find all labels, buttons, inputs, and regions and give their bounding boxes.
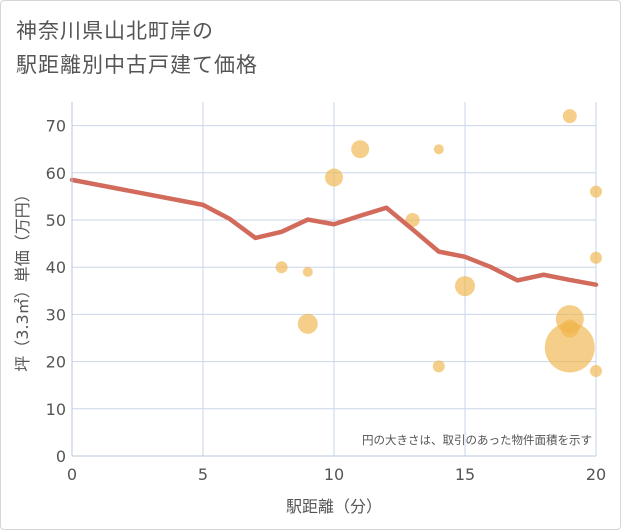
trend-line-group <box>69 177 599 287</box>
bubble-6 <box>405 213 420 227</box>
bubble-3 <box>297 313 318 334</box>
x-tick-label: 15 <box>455 465 475 484</box>
y-tick-label: 20 <box>46 353 66 372</box>
bubble-8 <box>432 360 445 373</box>
y-tick-label: 50 <box>46 211 66 230</box>
bubble-7 <box>433 144 444 155</box>
x-tick-label: 10 <box>324 465 344 484</box>
chart-title-line-2: 駅距離別中古戸建て価格 <box>16 53 258 77</box>
y-tick-label: 10 <box>46 400 66 419</box>
y-tick-label: 40 <box>46 258 66 277</box>
bubble-15 <box>590 251 602 264</box>
chart-title-line-1: 神奈川県山北町岸の <box>16 19 214 43</box>
x-tick-label: 20 <box>586 465 606 484</box>
bubble-14 <box>590 185 602 198</box>
x-tick-label: 0 <box>67 465 77 484</box>
bubble-10 <box>562 109 577 124</box>
y-tick-label: 60 <box>46 164 66 183</box>
x-tick-label: 5 <box>198 465 208 484</box>
tick-labels: 0 5 10 15 20 0 10 20 30 40 50 60 70 <box>46 117 607 484</box>
bubble-5 <box>351 140 370 159</box>
y-tick-label: 0 <box>56 447 66 466</box>
y-axis-label: 坪（3.3㎡）単価（万円） <box>13 186 32 371</box>
bubble-13 <box>544 322 595 373</box>
y-tick-label: 70 <box>46 117 66 136</box>
bubble-2 <box>302 266 313 277</box>
axes <box>71 102 596 457</box>
bubble-9 <box>455 276 475 297</box>
chart-title: 神奈川県山北町岸の 駅距離別中古戸建て価格 <box>16 14 258 82</box>
bubble-series <box>275 109 602 378</box>
bubble-1 <box>275 261 288 274</box>
bubble-4 <box>325 168 343 187</box>
trend-line <box>69 177 599 287</box>
y-tick-label: 30 <box>46 305 66 324</box>
bubble-16 <box>590 365 602 378</box>
size-annotation: 円の大きさは、取引のあった物件面積を示す <box>362 433 592 447</box>
x-axis-label: 駅距離（分） <box>286 497 382 516</box>
